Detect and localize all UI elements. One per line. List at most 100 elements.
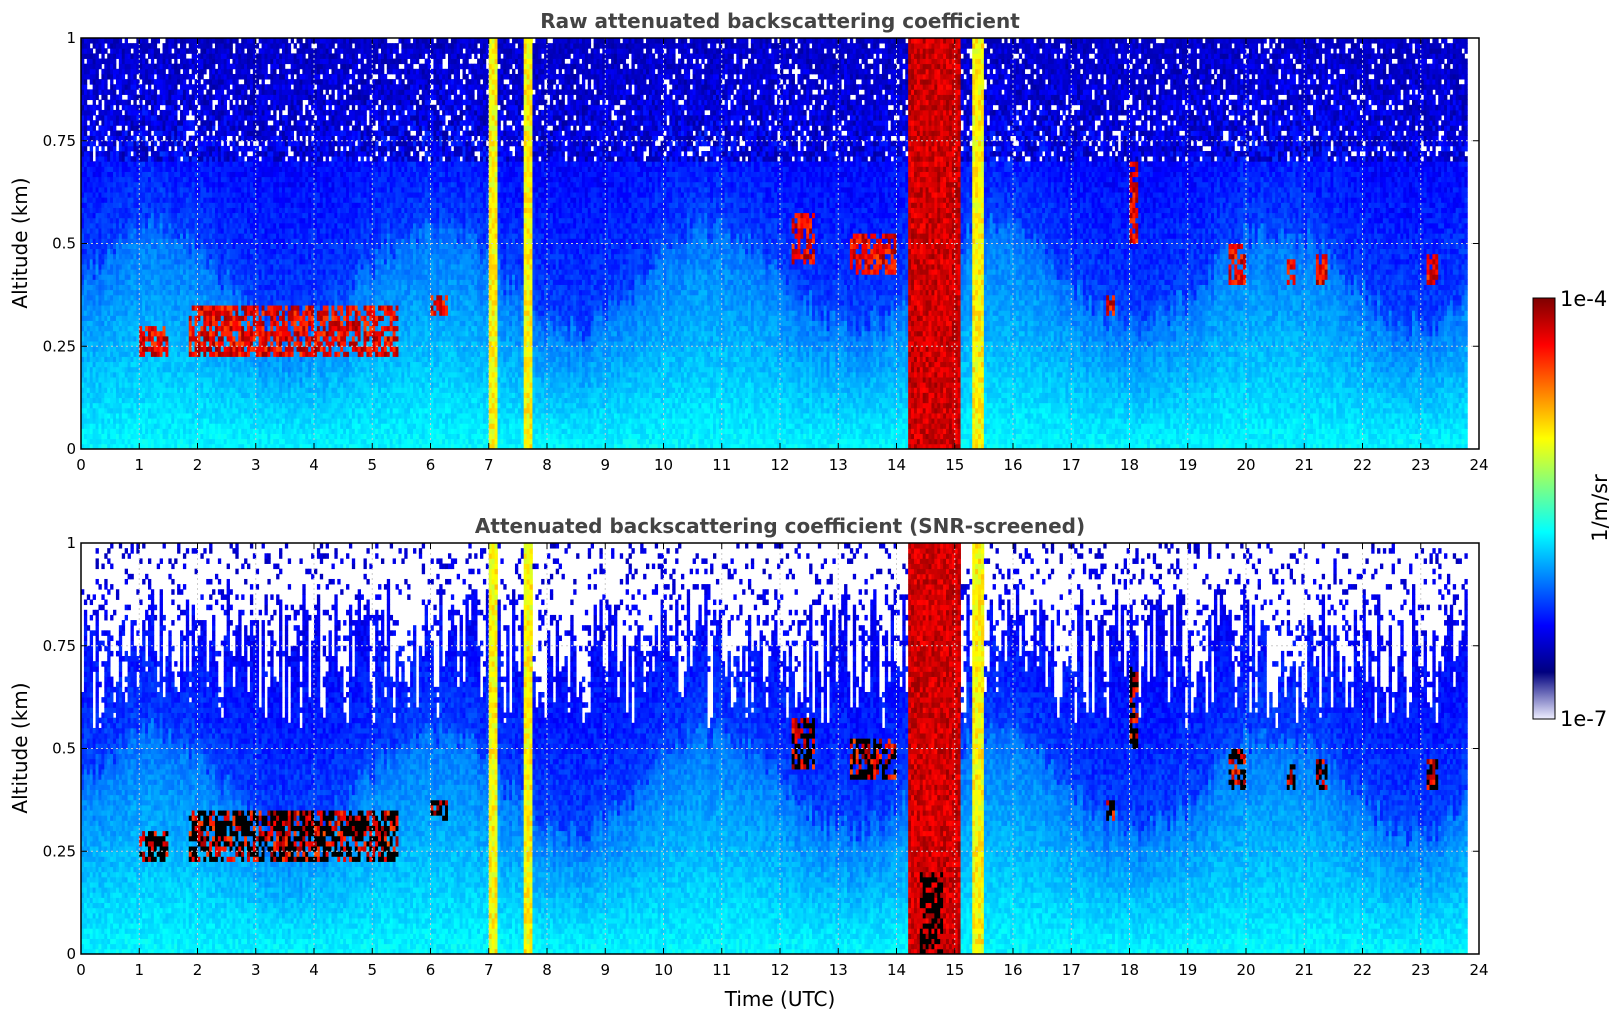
heatmap-cell: [110, 182, 113, 188]
heatmap-cell: [84, 192, 87, 198]
heatmap-cell: [96, 213, 99, 219]
heatmap-cell: [87, 285, 90, 291]
heatmap-cell: [110, 161, 113, 167]
heatmap-cell: [98, 177, 101, 183]
heatmap-cell: [104, 290, 107, 296]
heatmap-cell: [101, 439, 104, 445]
heatmap-cell: [113, 244, 116, 250]
heatmap-cell: [107, 377, 110, 383]
heatmap-cell: [96, 89, 99, 95]
heatmap-cell: [90, 64, 93, 70]
heatmap-cell: [104, 202, 107, 208]
heatmap-cell: [96, 166, 99, 172]
heatmap-cell: [87, 403, 90, 409]
heatmap-cell: [87, 64, 90, 70]
heatmap-cell: [87, 156, 90, 162]
heatmap-cell: [96, 367, 99, 373]
heatmap-cell: [87, 326, 90, 332]
heatmap-cell: [87, 254, 90, 260]
heatmap-cell: [101, 228, 104, 234]
heatmap-cell: [113, 218, 116, 224]
heatmap-cell: [116, 166, 119, 172]
heatmap-cell: [84, 408, 87, 414]
heatmap-cell: [93, 197, 96, 203]
heatmap-cell: [104, 418, 107, 424]
heatmap-cell: [93, 434, 96, 440]
heatmap-cell: [119, 151, 122, 157]
heatmap-cell: [90, 53, 93, 59]
heatmap-cell: [98, 392, 101, 398]
heatmap-cell: [116, 228, 119, 234]
heatmap-cell: [119, 213, 122, 219]
heatmap-cell: [84, 269, 87, 275]
heatmap-cell: [104, 69, 107, 75]
heatmap-cell: [107, 213, 110, 219]
heatmap-cell: [90, 357, 93, 363]
heatmap-cell: [96, 290, 99, 296]
heatmap-cell: [113, 418, 116, 424]
heatmap-cell: [98, 166, 101, 172]
heatmap-cell: [119, 69, 122, 75]
heatmap-cell: [87, 398, 90, 404]
heatmap-cell: [96, 130, 99, 136]
heatmap-cell: [90, 213, 93, 219]
heatmap-cell: [116, 336, 119, 342]
heatmap-cell: [113, 172, 116, 178]
heatmap-cell: [107, 285, 110, 291]
heatmap-cell: [119, 84, 122, 90]
heatmap-cell: [119, 166, 122, 172]
heatmap-cell: [87, 310, 90, 316]
heatmap-cell: [107, 228, 110, 234]
heatmap-cell: [110, 208, 113, 214]
heatmap-cell: [113, 48, 116, 54]
heatmap-cell: [116, 115, 119, 121]
heatmap-cell: [84, 372, 87, 378]
heatmap-cell: [93, 110, 96, 116]
heatmap-cell: [101, 357, 104, 363]
heatmap-cell: [119, 362, 122, 368]
heatmap-cell: [96, 115, 99, 121]
heatmap-cell: [116, 218, 119, 224]
heatmap-cell: [110, 351, 113, 357]
heatmap-cell: [87, 305, 90, 311]
heatmap-cell: [104, 392, 107, 398]
heatmap-cell: [90, 202, 93, 208]
heatmap-cell: [107, 244, 110, 250]
heatmap-cell: [101, 274, 104, 280]
heatmap-cell: [107, 105, 110, 111]
heatmap-cell: [107, 357, 110, 363]
heatmap-cell: [87, 166, 90, 172]
heatmap-cell: [116, 110, 119, 116]
heatmap-cell: [101, 326, 104, 332]
heatmap-cell: [116, 382, 119, 388]
heatmap-cell: [90, 290, 93, 296]
heatmap-cell: [84, 413, 87, 419]
heatmap-cell: [101, 141, 104, 147]
heatmap-cell: [98, 130, 101, 136]
heatmap-cell: [90, 95, 93, 101]
heatmap-cell: [87, 382, 90, 388]
heatmap-cell: [107, 254, 110, 260]
heatmap-cell: [90, 279, 93, 285]
heatmap-cell: [96, 300, 99, 306]
heatmap-cell: [101, 285, 104, 291]
heatmap-cell: [116, 413, 119, 419]
heatmap-cell: [98, 403, 101, 409]
heatmap-cell: [116, 182, 119, 188]
heatmap-cell: [122, 408, 125, 414]
heatmap-cell: [119, 300, 122, 306]
heatmap-cell: [84, 398, 87, 404]
heatmap-cell: [93, 182, 96, 188]
heatmap-cell: [93, 367, 96, 373]
heatmap-cell: [101, 161, 104, 167]
heatmap-cell: [87, 244, 90, 250]
heatmap-cell: [113, 110, 116, 116]
heatmap-cell: [96, 357, 99, 363]
heatmap-cell: [96, 79, 99, 85]
heatmap-cell: [119, 305, 122, 311]
heatmap-cell: [84, 321, 87, 327]
heatmap-cell: [107, 259, 110, 265]
heatmap-cell: [119, 141, 122, 147]
heatmap-cell: [101, 254, 104, 260]
heatmap-cell: [96, 408, 99, 414]
